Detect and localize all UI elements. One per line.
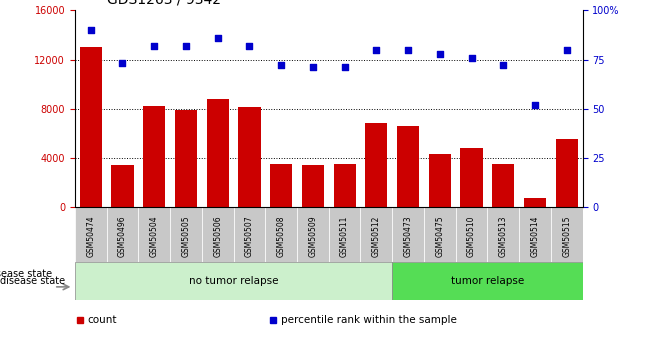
Point <box>149 43 159 49</box>
Point <box>85 27 96 33</box>
Point <box>498 63 508 68</box>
Point <box>276 63 286 68</box>
Text: GSM50508: GSM50508 <box>277 215 286 257</box>
Bar <box>111 165 133 207</box>
Point <box>562 47 572 52</box>
Bar <box>143 106 165 207</box>
Text: GSM50475: GSM50475 <box>436 215 445 257</box>
Bar <box>139 207 170 262</box>
Text: GSM50510: GSM50510 <box>467 215 476 257</box>
Bar <box>492 164 514 207</box>
Bar <box>238 107 260 207</box>
Bar <box>297 207 329 262</box>
Bar <box>329 207 361 262</box>
Text: tumor relapse: tumor relapse <box>450 276 524 286</box>
Bar <box>524 198 546 207</box>
Bar <box>175 110 197 207</box>
Text: GSM50505: GSM50505 <box>182 215 191 257</box>
Point <box>371 47 381 52</box>
Bar <box>397 126 419 207</box>
Bar <box>75 207 107 262</box>
Bar <box>333 164 355 207</box>
Point <box>181 43 191 49</box>
Point <box>530 102 540 108</box>
Point <box>435 51 445 56</box>
Text: GSM50509: GSM50509 <box>309 215 318 257</box>
Bar <box>551 207 583 262</box>
Text: count: count <box>87 315 117 325</box>
Bar <box>107 207 138 262</box>
Text: GSM50506: GSM50506 <box>213 215 222 257</box>
Bar <box>75 262 392 300</box>
Bar <box>202 207 234 262</box>
Text: GSM50507: GSM50507 <box>245 215 254 257</box>
Text: GSM50504: GSM50504 <box>150 215 159 257</box>
Bar <box>302 165 324 207</box>
Text: disease state: disease state <box>0 276 68 286</box>
Bar <box>234 207 266 262</box>
Bar <box>392 262 583 300</box>
Text: percentile rank within the sample: percentile rank within the sample <box>281 315 456 325</box>
Point <box>212 35 223 41</box>
Bar <box>266 207 297 262</box>
Point <box>339 65 350 70</box>
Bar <box>424 207 456 262</box>
Text: GSM50514: GSM50514 <box>531 215 540 257</box>
Text: GSM50474: GSM50474 <box>86 215 95 257</box>
Text: GSM50496: GSM50496 <box>118 215 127 257</box>
Text: GSM50511: GSM50511 <box>340 215 349 257</box>
Text: disease state: disease state <box>0 269 52 278</box>
Bar <box>460 148 482 207</box>
Bar <box>556 139 578 207</box>
Bar <box>361 207 392 262</box>
Text: GSM50515: GSM50515 <box>562 215 572 257</box>
Point <box>466 55 477 60</box>
Point <box>117 61 128 66</box>
Text: GSM50513: GSM50513 <box>499 215 508 257</box>
Text: GDS1263 / 9342: GDS1263 / 9342 <box>107 0 221 7</box>
Point <box>403 47 413 52</box>
Bar <box>456 207 488 262</box>
Bar <box>429 154 451 207</box>
Point <box>244 43 255 49</box>
Text: GSM50512: GSM50512 <box>372 215 381 257</box>
Bar <box>79 47 102 207</box>
Point <box>308 65 318 70</box>
Bar <box>365 124 387 207</box>
Bar <box>392 207 424 262</box>
Bar <box>170 207 202 262</box>
Bar <box>270 164 292 207</box>
Text: no tumor relapse: no tumor relapse <box>189 276 278 286</box>
Bar <box>519 207 551 262</box>
Bar <box>488 207 519 262</box>
Bar <box>206 99 229 207</box>
Text: GSM50473: GSM50473 <box>404 215 413 257</box>
